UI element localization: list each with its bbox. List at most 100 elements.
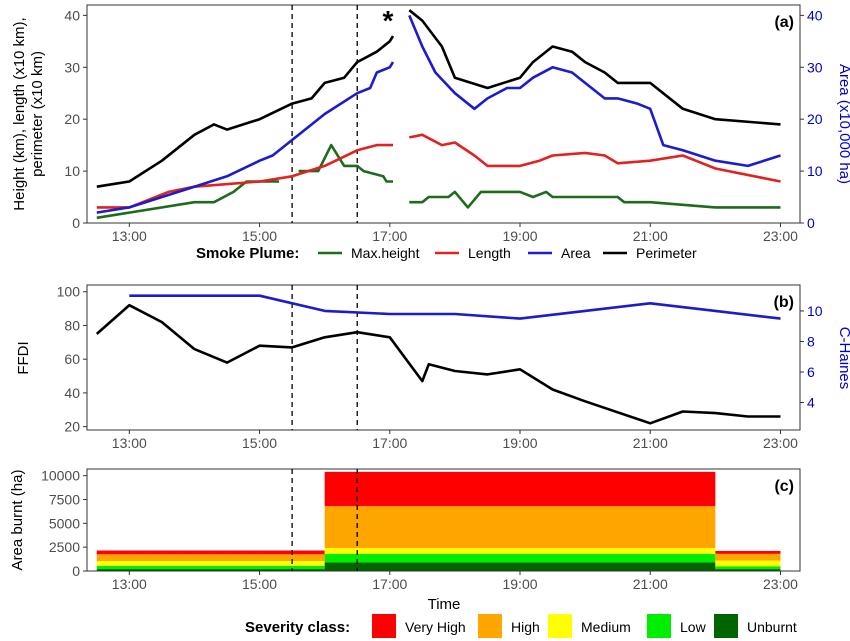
panel-b-x-tick-label: 17:00 xyxy=(372,435,407,451)
panel-a-x-tick-label: 21:00 xyxy=(633,228,668,244)
panel-a-y2-tick-label: 0 xyxy=(807,215,815,231)
panel-c-y-tick-label: 0 xyxy=(72,563,80,579)
panel-a-x-tick-label: 17:00 xyxy=(372,228,407,244)
legend-c-swatch-high xyxy=(478,614,502,638)
legend-c-label-very_high: Very High xyxy=(405,619,466,635)
panel-a-x-tick-label: 23:00 xyxy=(763,228,798,244)
panel-a-y2-label: Area (x10,000 ha) xyxy=(836,64,850,184)
asterisk-annotation: * xyxy=(383,5,394,36)
series-perimeter xyxy=(408,9,781,126)
series-ffdi xyxy=(95,303,781,425)
panel-c-y-tick-label: 7500 xyxy=(49,492,80,508)
bar-2-high xyxy=(715,553,781,561)
legend-a-label-perimeter: Perimeter xyxy=(636,245,697,261)
panel-a-x-tick-label: 13:00 xyxy=(112,228,147,244)
bar-1-low xyxy=(324,553,716,563)
legend-a-title: Smoke Plume: xyxy=(196,245,299,262)
panel-c-x-tick-label: 13:00 xyxy=(112,576,147,592)
panel-b: 13:00 15:00 17:00 19:00 21:00 23:00 20 40 60 80 10… xyxy=(15,284,850,451)
panel-b-tag: (b) xyxy=(774,294,794,311)
panel-c-y-label: Area burnt (ha) xyxy=(9,470,26,571)
panel-c-x-tick-label: 21:00 xyxy=(633,576,668,592)
panel-a-y-label-line: perimeter (x10 km) xyxy=(29,51,46,177)
bar-1-medium xyxy=(324,548,716,554)
panel-c-x-tick-label: 19:00 xyxy=(502,576,537,592)
panel-c-frame xyxy=(86,468,801,572)
legend-a-label-area: Area xyxy=(561,245,591,261)
series-length xyxy=(409,133,781,183)
legend-a-label-max_height: Max.height xyxy=(351,245,420,261)
bar-0-low xyxy=(96,565,325,570)
series-area xyxy=(408,14,781,168)
panel-c-y-tick-label: 10000 xyxy=(41,468,80,484)
bar-2-low xyxy=(715,566,781,570)
panel-b-y2-tick-label: 8 xyxy=(807,333,815,349)
series-length xyxy=(96,143,393,209)
legend-smoke-plume: Smoke Plume: Max.height Length Area Perimete… xyxy=(196,245,697,262)
panel-a-y-tick-label: 0 xyxy=(72,215,80,231)
panel-b-y2-label: C-Haines xyxy=(836,327,850,390)
panel-b-y-label: FFDI xyxy=(15,341,32,374)
panel-a-tag: (a) xyxy=(774,14,794,31)
bar-1-very_high xyxy=(324,471,716,507)
bar-2-medium xyxy=(715,560,781,567)
panel-b-x-tick-label: 15:00 xyxy=(242,435,277,451)
panel-c: 13:00 15:00 17:00 19:00 21:00 23:00 0 2500 5000 7… xyxy=(9,468,801,592)
panel-a: 13:00 15:00 17:00 19:00 21:00 23:00 0 10 20 30 40 0… xyxy=(11,4,850,244)
panel-c-y-tick-label: 5000 xyxy=(49,515,80,531)
panel-a-frame xyxy=(86,4,801,224)
panel-a-y2-tick-label: 30 xyxy=(807,59,823,75)
x-axis-label: Time xyxy=(428,596,461,613)
bar-1-unburnt xyxy=(324,562,716,571)
legend-c-swatch-low xyxy=(647,614,671,638)
bar-1-high xyxy=(324,506,716,549)
panel-a-y2-tick-label: 40 xyxy=(807,7,823,23)
panel-a-y-label-line: Height (km), length (x10 km), xyxy=(11,17,28,210)
panel-a-y-tick-label: 20 xyxy=(64,111,80,127)
legend-c-title: Severity class: xyxy=(245,619,350,636)
panel-a-y-label: Height (km), length (x10 km),perimeter (… xyxy=(11,17,46,210)
panel-c-x-tick-label: 17:00 xyxy=(372,576,407,592)
legend-a-label-length: Length xyxy=(468,245,511,261)
panel-b-y2-tick-label: 4 xyxy=(807,395,815,411)
panel-c-tag: (c) xyxy=(774,478,794,495)
legend-c-label-unburnt: Unburnt xyxy=(747,619,797,635)
panel-a-x-tick-label: 19:00 xyxy=(502,228,537,244)
series-area xyxy=(96,61,395,214)
legend-c-label-high: High xyxy=(511,619,540,635)
bar-0-very_high xyxy=(96,550,325,555)
legend-c-label-medium: Medium xyxy=(581,619,631,635)
panel-b-x-tick-label: 21:00 xyxy=(633,435,668,451)
bar-0-medium xyxy=(96,560,325,566)
bar-2-unburnt xyxy=(715,569,781,571)
bar-0-high xyxy=(96,554,325,561)
legend-severity-class: Severity class: Very High High Medium Low Unb… xyxy=(245,614,797,638)
series-max_height xyxy=(298,143,393,183)
bar-0-unburnt xyxy=(96,569,325,571)
panel-b-y-tick-label: 60 xyxy=(64,351,80,367)
panel-b-frame xyxy=(86,284,801,431)
panel-a-y-tick-label: 30 xyxy=(64,59,80,75)
series-perimeter xyxy=(96,35,395,188)
panel-b-y2-tick-label: 10 xyxy=(807,303,823,319)
panel-b-x-tick-label: 19:00 xyxy=(502,435,537,451)
panel-a-y2-tick-label: 10 xyxy=(807,163,823,179)
panel-c-x-tick-label: 23:00 xyxy=(763,576,798,592)
series-max_height xyxy=(409,190,781,209)
bar-2-very_high xyxy=(715,550,781,554)
panel-a-x-tick-label: 15:00 xyxy=(242,228,277,244)
panel-a-y-tick-label: 10 xyxy=(64,163,80,179)
legend-c-swatch-very_high xyxy=(372,614,396,638)
panel-c-y-tick-label: 2500 xyxy=(49,539,80,555)
panel-a-y-tick-label: 40 xyxy=(64,7,80,23)
panel-b-x-tick-label: 13:00 xyxy=(112,435,147,451)
panel-b-y-tick-label: 20 xyxy=(64,419,80,435)
panel-b-y-tick-label: 80 xyxy=(64,317,80,333)
legend-c-label-low: Low xyxy=(680,619,707,635)
panel-b-y-tick-label: 100 xyxy=(57,284,81,300)
panel-b-x-tick-label: 23:00 xyxy=(763,435,798,451)
legend-c-swatch-medium xyxy=(548,614,572,638)
legend-c-swatch-unburnt xyxy=(714,614,738,638)
panel-b-y-tick-label: 40 xyxy=(64,385,80,401)
